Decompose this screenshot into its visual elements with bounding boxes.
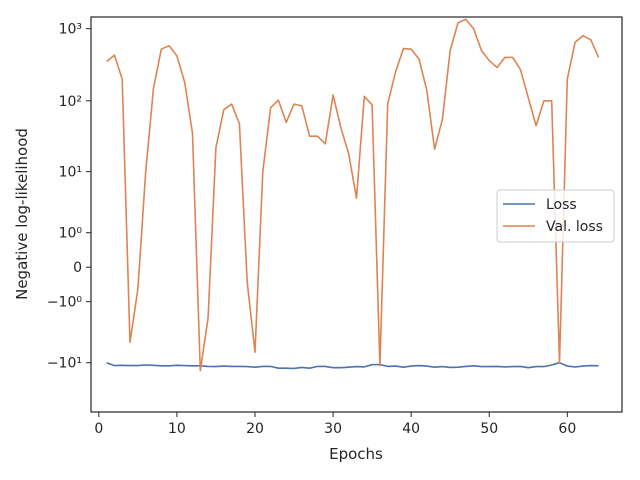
x-tick-label: 50	[480, 421, 498, 437]
legend-label-val-loss: Val. loss	[546, 219, 603, 235]
x-axis-ticks: 0 10 20 30 40 50 60	[94, 412, 576, 437]
x-tick-label: 10	[168, 421, 186, 437]
plot-frame	[90, 16, 623, 413]
y-tick-label: 10³	[59, 22, 82, 38]
x-tick-label: 40	[402, 421, 420, 437]
x-tick-label: 0	[94, 421, 103, 437]
x-axis-title: Epochs	[329, 445, 383, 463]
series-line-loss	[106, 361, 599, 370]
x-tick-label: 30	[324, 421, 342, 437]
y-tick-label: 10¹	[59, 165, 82, 181]
y-axis-title: Negative log-likelihood	[13, 128, 31, 300]
y-tick-label: −10⁰	[47, 295, 83, 311]
y-tick-label: 10⁰	[59, 226, 83, 242]
y-axis-ticks: 10³ 10² 10¹ 10⁰ 0 −10⁰ −10¹	[47, 22, 91, 372]
y-tick-label: 0	[73, 260, 82, 276]
y-tick-label: 10²	[59, 94, 82, 110]
legend: Loss Val. loss	[496, 189, 615, 243]
legend-box	[496, 189, 615, 243]
series-line-val-loss	[106, 18, 600, 372]
plot-lines	[106, 18, 600, 372]
legend-label-loss: Loss	[546, 197, 577, 213]
y-tick-label: −10¹	[47, 356, 82, 372]
x-tick-label: 60	[558, 421, 576, 437]
x-tick-label: 20	[246, 421, 264, 437]
